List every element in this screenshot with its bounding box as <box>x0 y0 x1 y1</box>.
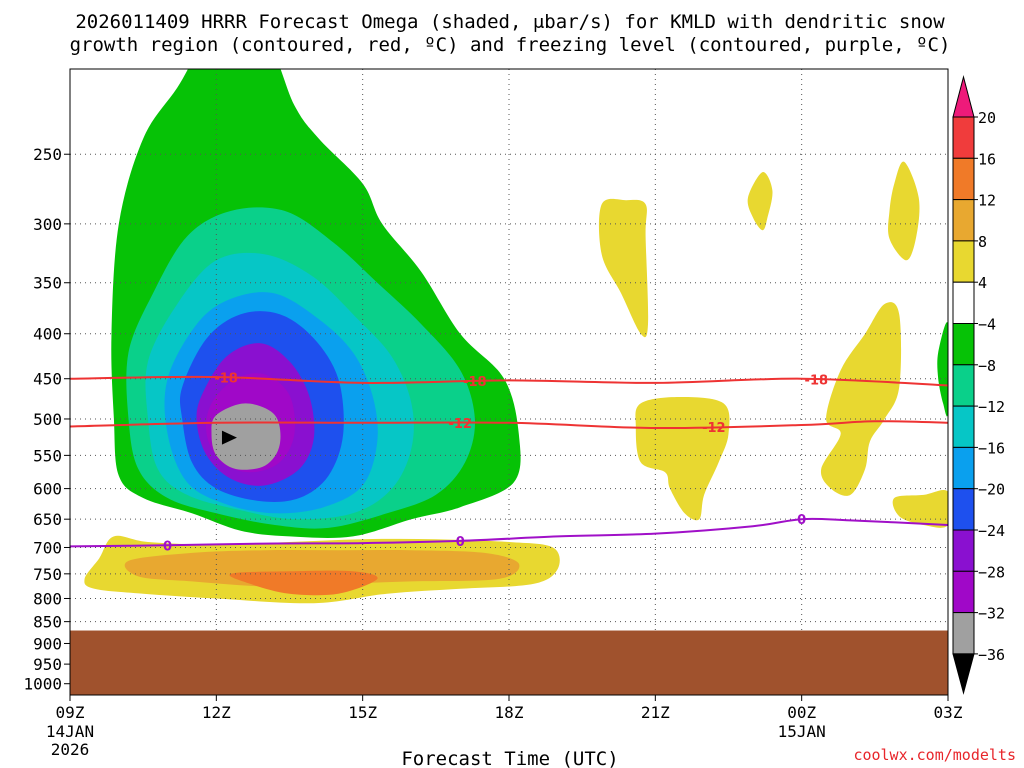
freezing-level-contour-label: 0 <box>163 539 172 554</box>
freezing-level-contour-label: 0 <box>456 535 465 550</box>
colorbar-swatch <box>952 405 975 448</box>
colorbar-swatch <box>952 364 975 407</box>
colorbar-tick-label: 16 <box>978 150 996 168</box>
x-tick-label: 18Z <box>495 703 524 722</box>
colorbar-tick-label: 20 <box>978 109 996 127</box>
colorbar-tick-label: 8 <box>978 233 987 251</box>
colorbar-tick-label: −36 <box>978 646 1005 664</box>
omega-region-8-9 <box>124 550 520 587</box>
x-tick-label: 21Z <box>641 703 670 722</box>
y-tick-label: 900 <box>33 634 62 653</box>
colorbar-top-triangle <box>952 75 975 118</box>
colorbar-tick-label: 12 <box>978 192 996 210</box>
credit-text: coolwx.com/modelts <box>853 746 1016 764</box>
colorbar-bottom-triangle <box>952 653 975 695</box>
minimum-marker-glyph <box>221 430 237 445</box>
y-tick-label: 650 <box>33 510 62 529</box>
colorbar-swatch <box>952 281 975 325</box>
below-ground-region <box>70 630 948 695</box>
x-tick-label: 09Z <box>56 703 85 722</box>
dgz-contour-label: -18 <box>214 371 238 386</box>
dgz-contour-label: -12 <box>448 417 472 432</box>
omega-region-4-16 <box>892 490 948 528</box>
dgz-contour-label: -12 <box>702 421 726 436</box>
y-tick-label: 600 <box>33 480 62 499</box>
chart-title-line1: 2026011409 HRRR Forecast Omega (shaded, … <box>75 11 945 33</box>
y-tick-label: 950 <box>33 655 62 674</box>
colorbar-tick-label: −24 <box>978 522 1005 540</box>
y-tick-label: 250 <box>33 145 62 164</box>
colorbar-swatch <box>952 199 975 242</box>
x-tick-label: 12Z <box>202 703 231 722</box>
colorbar-swatch <box>952 488 975 531</box>
ground-fill <box>70 630 948 695</box>
dgz-contour-line <box>70 420 948 430</box>
y-tick-label: 300 <box>33 215 62 234</box>
colorbar-tick-label: −8 <box>978 357 996 375</box>
dgz-contour-line <box>70 375 948 387</box>
colorbar-swatch <box>952 612 975 655</box>
chart-title-line2: growth region (contoured, red, ºC) and f… <box>70 34 951 56</box>
freezing-level-contour-label: 0 <box>797 513 806 528</box>
colorbar-tick-label: 4 <box>978 274 987 292</box>
y-axis-ticks: 250 300 350 400 450 500 550 600 650 700 750 800 850 9… <box>23 145 70 694</box>
colorbar-tick-label: −20 <box>978 481 1005 499</box>
y-tick-label: 800 <box>33 589 62 608</box>
y-tick-label: 700 <box>33 538 62 557</box>
colorbar-swatch <box>952 157 975 201</box>
omega-region--36-7 <box>211 403 281 470</box>
colorbar-swatch <box>952 529 975 572</box>
x-axis-label: Forecast Time (UTC) <box>401 748 618 768</box>
y-tick-label: 1000 <box>23 675 62 694</box>
omega-region-4-15 <box>820 302 902 496</box>
colorbar-swatch <box>952 240 975 283</box>
colorbar-tick-label: −12 <box>978 398 1005 416</box>
x-tick-date-label: 15JAN <box>778 722 826 741</box>
colorbar-tick-label: −16 <box>978 439 1005 457</box>
freezing-level-contour-line <box>70 517 948 548</box>
colorbar-swatch <box>952 323 975 366</box>
x-tick-label: 15Z <box>348 703 377 722</box>
colorbar-tick-label: −4 <box>978 316 996 334</box>
y-tick-label: 850 <box>33 613 62 632</box>
omega-colorbar: 20 16 12 8 4 −4 −8 −12 −16 −20 −24 −28 −32 −36 <box>952 75 1005 695</box>
colorbar-swatch <box>952 570 975 614</box>
y-tick-label: 750 <box>33 565 62 584</box>
y-tick-label: 400 <box>33 325 62 344</box>
omega-region--8-17 <box>937 322 948 417</box>
y-tick-label: 450 <box>33 370 62 389</box>
colorbar-swatch <box>952 116 975 159</box>
omega-region-4-14 <box>888 161 920 261</box>
dgz-contour-label: -18 <box>805 373 829 388</box>
x-tick-date-label: 14JAN <box>46 722 94 741</box>
x-tick-label: 03Z <box>934 703 963 722</box>
dgz-contour-label: -18 <box>463 375 487 390</box>
omega-region-12-10 <box>229 570 378 596</box>
omega-region-4-11 <box>598 198 649 338</box>
y-tick-label: 550 <box>33 446 62 465</box>
omega-region-4-13 <box>747 172 773 231</box>
omega-minimum-marker <box>221 430 237 445</box>
colorbar-swatch <box>952 446 975 490</box>
colorbar-tick-label: −32 <box>978 605 1005 623</box>
y-tick-label: 500 <box>33 410 62 429</box>
x-tick-label: 00Z <box>787 703 816 722</box>
x-tick-year-label: 2026 <box>51 740 90 759</box>
temperature-contours: -18 -18 -18 -12 -12 0 0 0 <box>70 371 948 554</box>
colorbar-tick-label: −28 <box>978 563 1005 581</box>
y-tick-label: 350 <box>33 274 62 293</box>
